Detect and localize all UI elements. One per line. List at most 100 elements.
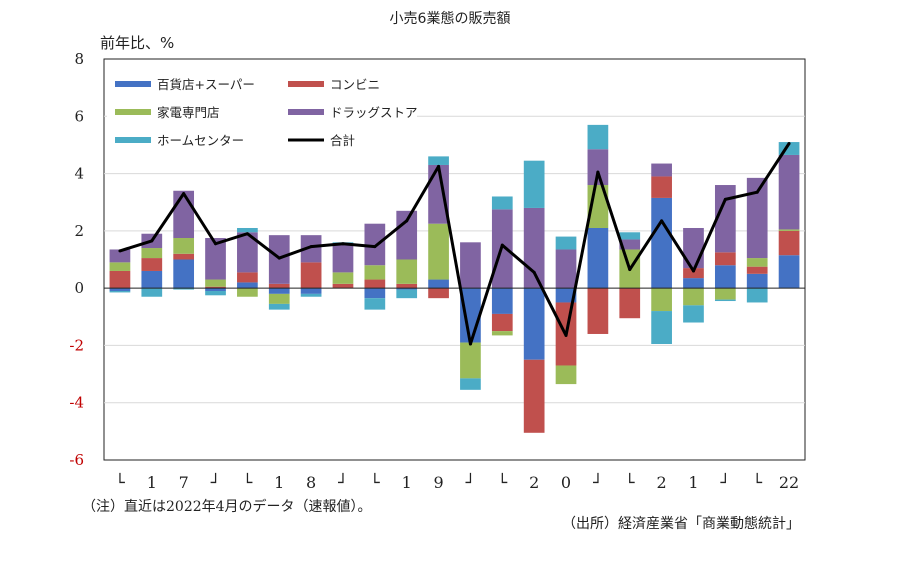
bar-department-super [205,288,226,292]
bar-home-center [109,291,131,293]
bar-department-super [173,259,195,289]
legend-swatch-drugstore [288,109,324,115]
bar-home-center [396,289,418,299]
bar-convenience [237,272,258,283]
legend-swatch-appliance [115,109,151,115]
total-point [118,249,122,253]
bar-appliance [746,258,768,267]
bar-home-center [651,311,672,344]
bar-convenience [109,270,131,289]
total-point [309,245,313,249]
bar-appliance [268,293,290,304]
bar-drugstore [396,210,418,260]
bar-convenience [173,253,195,260]
chart-title: 小売6業態の販売額 [390,11,511,27]
total-point [755,190,759,194]
bar-home-center [746,288,768,303]
bar-convenience [491,313,513,332]
bar-appliance [460,342,481,379]
bar-department-super [237,282,258,289]
total-point [277,256,281,260]
bar-department-super [714,265,736,289]
bar-home-center [683,305,704,323]
bar-home-center [237,227,258,233]
bar-appliance [205,279,226,287]
y-tick-label: 2 [74,222,84,240]
bar-department-super [491,288,513,314]
bar-drugstore [714,185,736,253]
x-tick-label: 1 [402,473,412,492]
legend-label-total: 合計 [330,133,355,148]
bar-drugstore [651,163,672,177]
total-point [468,342,472,346]
y-axis-label: 前年比、% [100,34,174,52]
bar-home-center [714,299,736,302]
total-point [341,242,345,246]
bar-appliance [364,265,386,280]
bar-convenience [141,258,163,271]
legend-label-convenience: コンビニ [330,77,380,92]
bar-drugstore [300,235,322,263]
legend-label-department-super: 百貨店+スーパー [157,77,255,92]
total-line-path [119,142,791,346]
total-point [691,269,695,273]
bar-drugstore [523,207,545,289]
bar-appliance [237,288,258,297]
bar-appliance [141,248,163,259]
total-point [723,197,727,201]
total-point [214,242,218,246]
y-tick-label: 8 [74,50,84,68]
total-point [245,232,249,236]
x-tick-label: └ [752,472,762,492]
y-tick-label: 4 [74,165,84,183]
x-tick-label: 2 [657,473,667,492]
bar-convenience [364,279,386,289]
bar-appliance [651,288,672,312]
total-point [564,333,568,337]
x-tick-label: └ [625,472,635,492]
total-point [405,219,409,223]
note-left: （注）直近は2022年4月のデータ（速報値）。 [82,498,372,515]
bar-convenience [268,283,290,289]
bar-convenience [619,288,641,319]
bar-convenience [746,266,768,274]
bar-drugstore [428,164,449,224]
bar-home-center [555,236,577,250]
bar-convenience [396,283,418,289]
bar-appliance [555,365,577,385]
bar-home-center [205,291,226,296]
bar-drugstore [205,238,226,280]
bar-home-center [268,303,290,310]
bar-department-super [587,227,609,289]
bar-convenience [587,288,609,334]
bar-home-center [460,378,481,390]
total-point [596,170,600,174]
total-point [660,219,664,223]
bar-appliance [778,229,800,231]
bar-convenience [300,262,322,289]
x-tick-label: 9 [433,473,443,492]
bar-convenience [205,286,226,289]
bar-department-super [268,288,290,294]
legend-swatch-department-super [115,81,151,87]
bar-department-super [300,288,322,294]
x-tick-label: └ [497,472,507,492]
bar-department-super [428,279,449,289]
total-point [787,141,791,145]
y-axis-ticks: -6 -4 -2 0 2 4 6 8 [69,50,84,469]
bar-drugstore [173,190,195,239]
bar-department-super [523,288,545,360]
bar-convenience [651,176,672,198]
x-tick-label: ┘ [592,472,603,492]
x-tick-label: 1 [274,473,284,492]
bar-department-super [555,288,577,303]
bar-drugstore [555,249,577,289]
total-point [628,268,632,272]
legend-box [107,62,417,158]
x-tick-label: 2 [529,473,539,492]
bar-home-center [619,232,641,240]
total-point [437,164,441,168]
bar-home-center [141,288,163,297]
bar-drugstore [460,242,481,289]
